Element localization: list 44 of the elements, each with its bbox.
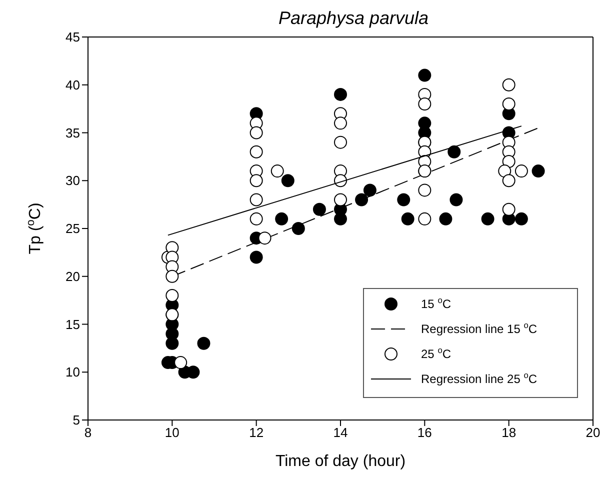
point xyxy=(418,68,432,82)
point xyxy=(532,164,545,178)
point xyxy=(514,212,528,226)
x-tick-label: 18 xyxy=(502,425,516,440)
point xyxy=(334,212,347,226)
x-tick-label: 16 xyxy=(417,425,432,440)
point xyxy=(397,193,410,206)
x-tick-label: 8 xyxy=(84,425,92,440)
point xyxy=(312,202,326,216)
point xyxy=(250,250,263,264)
legend-label: Regression line 15 $^{o}$C xyxy=(421,320,538,336)
x-tick-label: 20 xyxy=(586,425,600,440)
point xyxy=(292,222,305,235)
legend-label: 15 $^{o}$C xyxy=(421,295,452,311)
x-axis-title: Time of day (hour) xyxy=(275,453,406,470)
point xyxy=(481,212,494,226)
point xyxy=(334,88,347,101)
y-tick-label: 40 xyxy=(66,77,80,92)
y-tick-label: 25 xyxy=(66,221,80,236)
y-tick-label: 35 xyxy=(66,125,80,140)
point xyxy=(450,193,463,206)
x-tick-label: 10 xyxy=(164,425,180,440)
point xyxy=(355,193,368,206)
legend-label: Regression line 25 $^{o}$C xyxy=(421,370,538,386)
point xyxy=(281,174,294,188)
y-tick-label: 15 xyxy=(66,316,80,332)
point xyxy=(197,336,210,350)
x-tick-label: 12 xyxy=(249,425,264,440)
point xyxy=(186,366,200,379)
point xyxy=(166,270,179,283)
y-tick-label: 45 xyxy=(66,30,80,45)
y-tick-label: 5 xyxy=(72,412,80,428)
y-tick-label: 30 xyxy=(66,173,80,188)
point xyxy=(275,212,288,226)
chart-title: Paraphysa parvula xyxy=(277,8,430,29)
legend-label: 25 $^{o}$C xyxy=(421,345,452,361)
x-tick-label: 14 xyxy=(333,425,348,440)
point xyxy=(401,212,414,226)
point xyxy=(258,232,272,245)
y-tick-label: 20 xyxy=(66,268,80,284)
point xyxy=(439,212,452,226)
y-tick-label: 10 xyxy=(66,364,80,380)
point xyxy=(448,145,461,158)
point xyxy=(363,184,376,197)
